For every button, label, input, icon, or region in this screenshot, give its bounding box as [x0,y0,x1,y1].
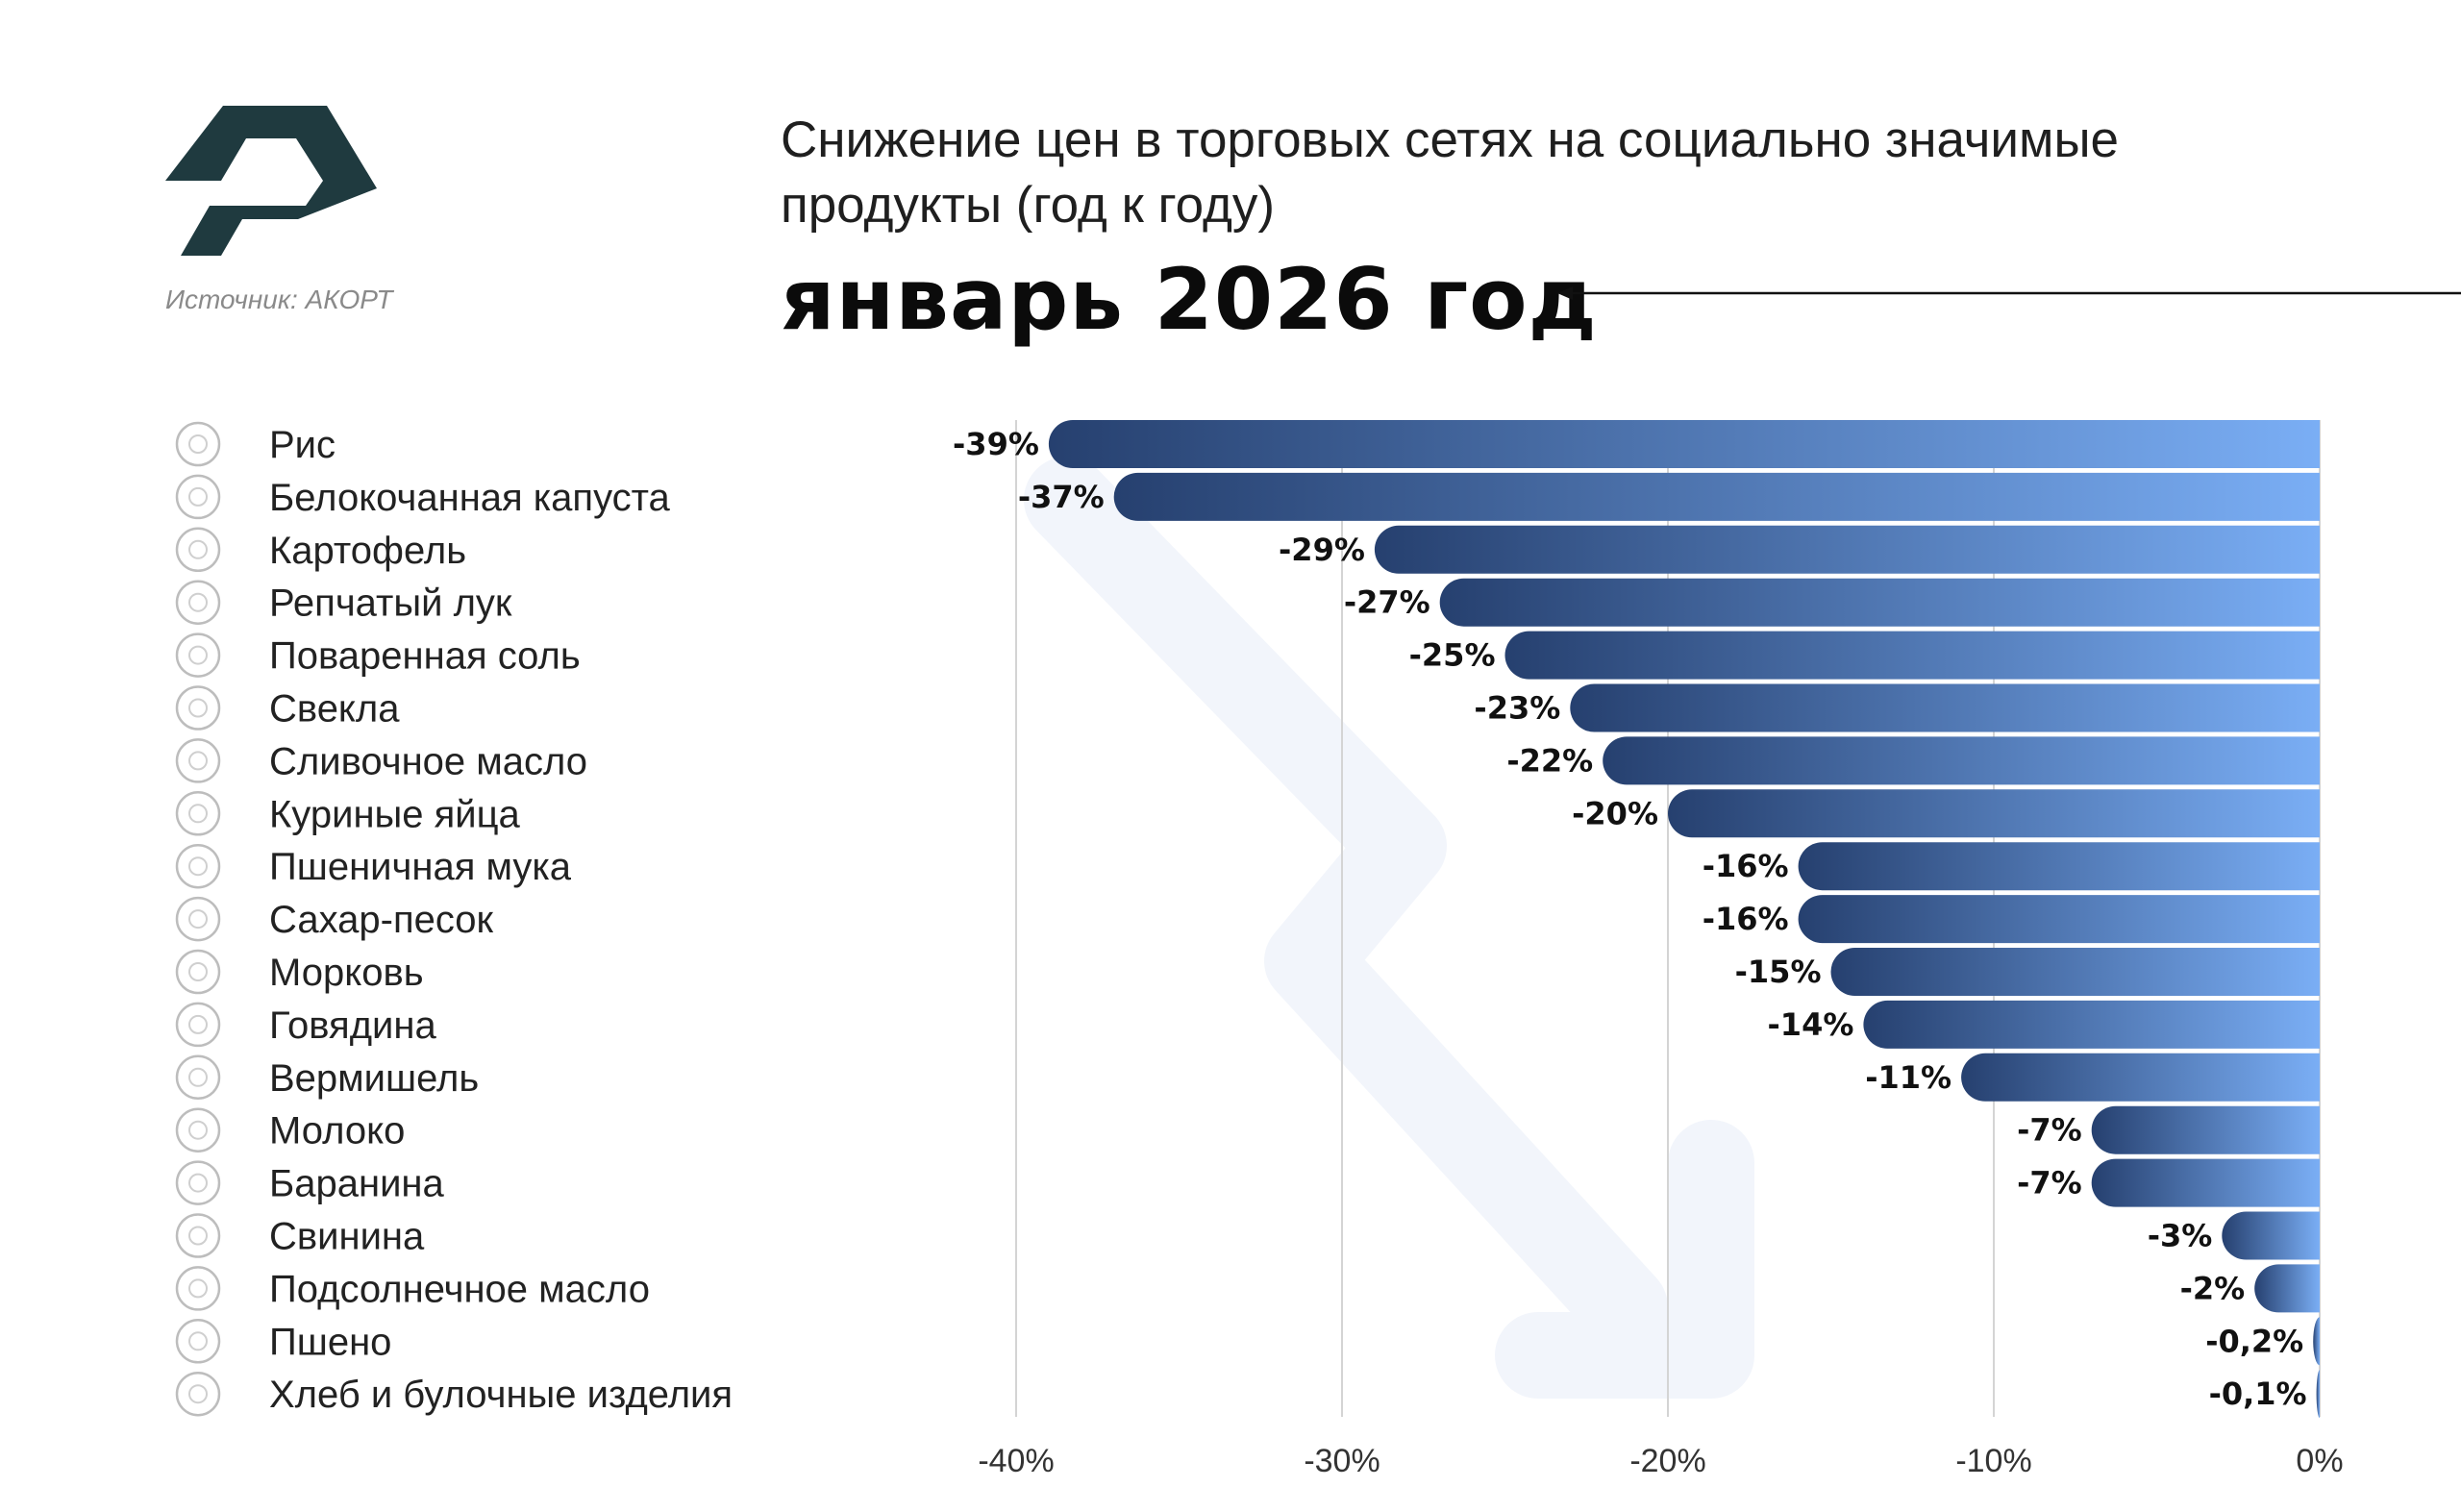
category-label: Молоко [269,1110,405,1153]
milk-bottle-icon [175,1107,221,1153]
flour-sack-icon [175,843,221,889]
bread-icon [175,1371,221,1417]
header: Снижение цен в торговых сетях на социаль… [781,108,2319,349]
x-tick-label: 0% [2296,1443,2343,1479]
bar [1863,1000,2320,1049]
noodles-icon [175,1054,221,1101]
category-label: Поваренная соль [269,635,581,678]
value-label: -0,1% [2209,1376,2307,1412]
value-label: -23% [1474,690,1560,727]
bar [1798,842,2320,891]
value-label: -11% [1865,1059,1951,1096]
category-label: Подсолнечное масло [269,1268,650,1310]
beef-icon [175,1002,221,1048]
category-label: Говядина [269,1004,436,1047]
oil-bottle-icon [175,1266,221,1311]
category-label: Репчатый лук [269,582,512,625]
bar [2222,1211,2320,1260]
value-label: -20% [1572,795,1658,831]
salt-icon [175,632,221,678]
bar [1830,948,2320,996]
bar [2254,1264,2320,1313]
value-label: -16% [1703,901,1789,937]
category-label: Картофель [269,530,466,572]
cabbage-icon [175,474,221,520]
value-label: -16% [1703,848,1789,884]
beet-icon [175,685,221,731]
chart-subtitle: Снижение цен в торговых сетях на социаль… [781,112,2120,234]
value-label: -39% [953,426,1039,462]
rice-bowl-icon [175,421,221,467]
bar [1798,895,2320,944]
category-label: Хлеб и булочные изделия [269,1374,733,1416]
bar [2316,1370,2320,1419]
bar [1603,736,2320,785]
value-label: -7% [2017,1165,2082,1202]
bar [1113,472,2320,521]
category-label: Свинина [269,1216,425,1258]
value-label: -37% [1018,479,1105,515]
value-label: -25% [1409,637,1496,674]
value-label: -29% [1279,532,1365,568]
bar [1439,578,2320,627]
bar [1570,683,2320,732]
bar [2091,1158,2320,1207]
x-tick-label: -40% [978,1443,1054,1479]
x-tick-label: -20% [1629,1443,1705,1479]
category-label: Морковь [269,952,424,994]
onion-icon [175,580,221,625]
category-label: Куриные яйца [269,793,521,835]
x-tick-label: -30% [1304,1443,1380,1479]
category-label: Баранина [269,1163,445,1205]
value-label: -3% [2148,1218,2213,1254]
category-label: Пшеничная мука [269,846,572,888]
bar [1374,525,2320,574]
carrot-icon [175,949,221,995]
millet-icon [175,1319,221,1364]
source-note: Источник: АКОРТ [165,285,393,314]
bar [1048,420,2320,468]
bar [1668,789,2320,838]
eggs-icon [175,791,221,836]
butter-icon [175,738,221,783]
bar [2313,1317,2320,1366]
category-label: Пшено [269,1321,391,1363]
category-label: Вермишель [269,1057,479,1100]
value-label: -27% [1344,584,1430,621]
value-label: -0,2% [2205,1323,2303,1359]
value-label: -15% [1735,954,1822,990]
bar [1961,1053,2320,1102]
logo [165,106,377,256]
category-label: Белокочанная капуста [269,477,671,519]
value-label: -7% [2017,1112,2082,1149]
sheep-icon [175,1160,221,1205]
chart-title: январь 2026 год [781,250,1598,349]
potato-icon [175,527,221,573]
bar [2091,1105,2320,1154]
category-label: Рис [269,424,336,466]
value-label: -2% [2180,1270,2246,1306]
sugar-spoon-icon [175,896,221,942]
left-arrow-icon [1557,286,2461,300]
value-label: -22% [1506,742,1593,779]
category-label: Сахар-песок [269,899,494,941]
category-label: Свекла [269,688,400,731]
x-tick-label: -10% [1955,1443,2031,1479]
bar [1504,631,2320,680]
category-label: Сливочное масло [269,740,587,782]
pork-icon [175,1213,221,1258]
watermark-arrow [1024,457,1754,1399]
value-label: -14% [1768,1006,1854,1043]
